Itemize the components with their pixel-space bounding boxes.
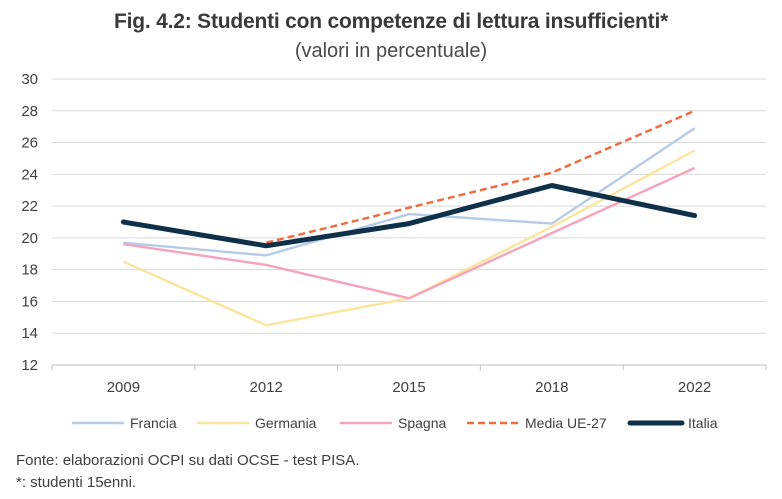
x-tick-label: 2009 xyxy=(107,379,140,396)
y-tick-label: 18 xyxy=(21,262,38,279)
series-line-francia xyxy=(123,127,696,257)
y-tick-label: 22 xyxy=(21,198,38,215)
source-note: Fonte: elaborazioni OCPI su dati OCSE - … xyxy=(16,452,360,469)
x-tick-label: 2012 xyxy=(250,379,283,396)
y-tick-label: 16 xyxy=(21,293,38,310)
legend-label-media-ue-27: Media UE-27 xyxy=(525,415,607,431)
y-tick-label: 28 xyxy=(21,103,38,120)
y-tick-label: 30 xyxy=(21,71,38,88)
footnote: *: studenti 15enni. xyxy=(16,474,137,491)
y-tick-label: 20 xyxy=(21,230,38,247)
legend-label-germania: Germania xyxy=(255,415,317,431)
y-tick-label: 26 xyxy=(21,135,38,152)
series-line-spagna xyxy=(123,166,696,300)
legend-label-italia: Italia xyxy=(688,415,718,431)
y-tick-label: 24 xyxy=(21,166,38,183)
chart-subtitle: (valori in percentuale) xyxy=(294,40,488,62)
y-tick-label: 12 xyxy=(21,357,38,374)
series-line-media-ue-27 xyxy=(265,109,696,244)
y-tick-label: 14 xyxy=(21,325,38,342)
x-tick-label: 2022 xyxy=(678,379,711,396)
chart-title: Fig. 4.2: Studenti con competenze di let… xyxy=(113,10,669,33)
legend-label-francia: Francia xyxy=(130,415,177,431)
x-tick-label: 2015 xyxy=(392,379,425,396)
x-tick-label: 2018 xyxy=(535,379,568,396)
series-line-italia xyxy=(120,183,698,249)
legend-label-spagna: Spagna xyxy=(398,415,446,431)
